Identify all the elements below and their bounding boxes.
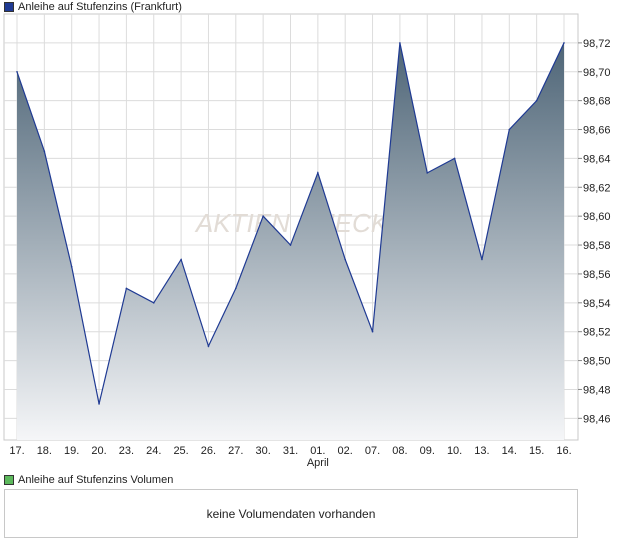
price-point (563, 42, 565, 44)
price-point (317, 172, 319, 174)
price-point (290, 244, 292, 246)
x-tick-label: 17. (9, 445, 24, 457)
price-point (16, 71, 18, 73)
watermark: AKTIEN CHECK (194, 208, 390, 238)
y-tick-label: 98,64 (583, 153, 611, 165)
price-point (426, 172, 428, 174)
price-point (399, 42, 401, 44)
price-point (153, 302, 155, 304)
price-point (126, 288, 128, 290)
price-point (536, 100, 538, 102)
y-tick-label: 98,66 (583, 125, 611, 137)
x-tick-label: 15. (529, 445, 544, 457)
price-point (344, 259, 346, 261)
price-point (180, 259, 182, 261)
x-tick-label: 20. (91, 445, 106, 457)
x-tick-label: 30. (256, 445, 271, 457)
y-tick-label: 98,56 (583, 269, 611, 281)
x-tick-label: 25. (173, 445, 188, 457)
price-point (44, 150, 46, 152)
y-tick-label: 98,58 (583, 240, 611, 252)
x-tick-label: 07. (365, 445, 380, 457)
legend-volume-swatch (4, 475, 14, 485)
x-tick-label: 18. (37, 445, 52, 457)
y-tick-label: 98,50 (583, 356, 611, 368)
x-tick-label: 23. (119, 445, 134, 457)
x-tick-label: 27. (228, 445, 243, 457)
x-tick-label: 13. (474, 445, 489, 457)
volume-empty-message: keine Volumendaten vorhanden (207, 507, 376, 521)
x-tick-label: 31. (283, 445, 298, 457)
price-point (454, 158, 456, 160)
x-tick-label: 02. (338, 445, 353, 457)
y-tick-label: 98,48 (583, 384, 611, 396)
y-tick-label: 98,72 (583, 38, 611, 50)
x-tick-label: 14. (502, 445, 517, 457)
price-point (372, 331, 374, 333)
legend-volume-label: Anleihe auf Stufenzins Volumen (18, 474, 173, 486)
x-tick-label: 16. (556, 445, 571, 457)
price-point (208, 345, 210, 347)
y-tick-label: 98,60 (583, 211, 611, 223)
x-tick-label: 08. (392, 445, 407, 457)
price-point (98, 403, 100, 405)
y-tick-label: 98,52 (583, 327, 611, 339)
price-point (262, 215, 264, 217)
y-axis-ticks: 98,46 98,48 98,50 98,52 98,54 98,56 98,58 98,60… (578, 38, 611, 425)
x-tick-label: 01. (310, 445, 325, 457)
legend-volume: Anleihe auf Stufenzins Volumen (4, 473, 173, 487)
y-tick-label: 98,70 (583, 67, 611, 79)
volume-panel: keine Volumendaten vorhanden (4, 489, 578, 538)
y-tick-label: 98,54 (583, 298, 611, 310)
y-tick-label: 98,68 (583, 96, 611, 108)
price-point (235, 288, 237, 290)
x-tick-label: 26. (201, 445, 216, 457)
price-point (71, 266, 73, 268)
y-tick-label: 98,46 (583, 413, 611, 425)
x-tick-label: 10. (447, 445, 462, 457)
x-axis-ticks: 17. 18. 19. 20. 23. 24. 25. 26. 27. 30. 31. 01. 02. 0… (9, 445, 571, 469)
y-tick-label: 98,62 (583, 182, 611, 194)
x-tick-label: 24. (146, 445, 161, 457)
x-tick-label: 19. (64, 445, 79, 457)
x-tick-label: 09. (420, 445, 435, 457)
x-month-label: April (307, 457, 329, 469)
price-point (509, 129, 511, 131)
price-point (481, 259, 483, 261)
price-chart: AKTIEN CHECK 98,4698,4898,5098,5298,5498… (0, 0, 620, 470)
